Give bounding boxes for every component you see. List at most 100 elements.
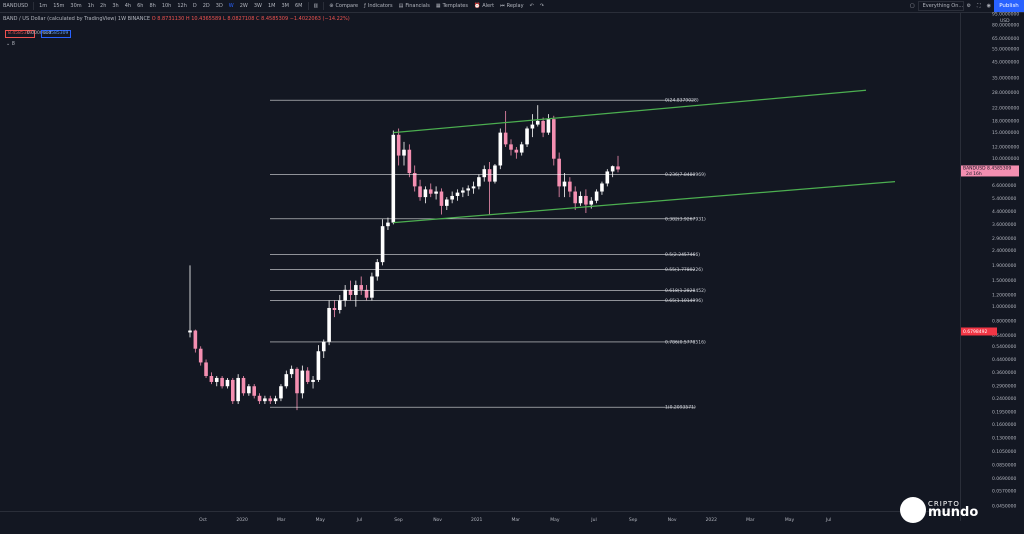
interval-30m[interactable]: 30m xyxy=(70,3,82,9)
financials-icon: ▤ xyxy=(398,3,404,9)
candle-body xyxy=(557,158,561,187)
watermark-top: CRIPTO xyxy=(928,500,960,508)
time-axis[interactable] xyxy=(0,511,960,534)
interval-1mo[interactable]: 1M xyxy=(268,3,276,9)
interval-1h[interactable]: 1h xyxy=(87,3,95,9)
candle-body xyxy=(525,128,529,145)
y-tick-label: 95.0000000 xyxy=(992,12,1019,18)
y-tick-label: 1.9000000 xyxy=(992,263,1016,269)
interval-3d[interactable]: 3D xyxy=(215,3,223,9)
candle-body xyxy=(214,377,219,382)
x-tick-label: May xyxy=(785,517,795,523)
price-axis[interactable] xyxy=(960,12,1024,521)
candle-body xyxy=(311,379,315,382)
x-tick-label: Mar xyxy=(512,517,521,523)
price-pill-left: 8.4585309 xyxy=(5,30,36,38)
candle-body xyxy=(605,171,610,184)
candle-body xyxy=(455,192,460,196)
templates-button[interactable]: ▦ Templates xyxy=(433,3,471,9)
candle-body xyxy=(252,386,256,396)
legend-title[interactable]: BAND / US Dollar (calculated by TradingV… xyxy=(3,16,151,22)
interval-8h[interactable]: 8h xyxy=(149,3,156,9)
settings-button[interactable]: ⚙ xyxy=(964,3,974,9)
templates-label: Templates xyxy=(442,3,468,9)
redo-icon: ↷ xyxy=(539,3,544,9)
interval-2h[interactable]: 2h xyxy=(100,3,107,9)
top-toolbar: BANDUSD 1m 15m 30m 1h 2h 3h 4h 6h 8h 10h… xyxy=(0,0,1024,13)
interval-10h[interactable]: 10h xyxy=(161,3,172,9)
y-axis-unit: USD xyxy=(1000,18,1010,24)
candle-body xyxy=(268,398,273,402)
interval-6mo[interactable]: 6M xyxy=(295,3,303,9)
interval-2w[interactable]: 2W xyxy=(239,3,248,9)
y-tick-label: 0.4400000 xyxy=(992,357,1016,363)
fib-level-label: 0.65(1.1014996) xyxy=(665,298,703,304)
candle-body xyxy=(220,377,224,387)
collapse-legend-button[interactable]: ⌄ 8 xyxy=(6,41,15,47)
candle-body xyxy=(236,377,240,402)
publish-button[interactable]: Publish xyxy=(994,0,1024,12)
y-tick-label: 0.0690000 xyxy=(992,476,1016,482)
replay-button[interactable]: ⏮ Replay xyxy=(497,3,526,9)
y-tick-label: 1.5000000 xyxy=(992,278,1016,284)
interval-d[interactable]: D xyxy=(192,3,197,9)
globe-icon xyxy=(900,497,926,523)
fib-level-label: 0.618(1.2828452) xyxy=(665,288,706,294)
undo-button[interactable]: ↶ xyxy=(527,3,537,9)
interval-3w[interactable]: 3W xyxy=(253,3,262,9)
interval-4h[interactable]: 4h xyxy=(124,3,132,9)
candle-body xyxy=(535,120,540,125)
x-tick-label: Nov xyxy=(668,517,677,523)
candle-body xyxy=(338,300,342,310)
candle-body xyxy=(295,368,299,394)
fib-level-label: 1(0.2093571) xyxy=(665,405,696,411)
alert-button[interactable]: ⏰ Alert xyxy=(471,3,497,9)
x-tick-label: Sep xyxy=(394,517,403,523)
candle-body xyxy=(439,191,444,206)
candle-body xyxy=(188,330,192,333)
snapshot-button[interactable]: ◉ xyxy=(984,3,994,9)
interval-1m[interactable]: 1m xyxy=(39,3,48,9)
candle-body xyxy=(600,183,604,192)
interval-3h[interactable]: 3h xyxy=(112,3,119,9)
undo-icon: ↶ xyxy=(529,3,534,9)
candle-body xyxy=(552,119,556,159)
candle-body xyxy=(530,124,535,129)
candle-body xyxy=(225,379,230,387)
candle-body xyxy=(327,307,331,342)
x-tick-label: 2022 xyxy=(706,517,718,523)
fullscreen-button[interactable]: ⛶ xyxy=(974,3,984,9)
alert-level-marker xyxy=(961,327,997,336)
quick-search-input[interactable]: Everything On... xyxy=(917,1,964,11)
compare-button[interactable]: ⊕ Compare xyxy=(326,3,361,9)
chevron-down-icon: ⌄ xyxy=(6,41,11,47)
candle-body xyxy=(343,289,347,301)
interval-2d[interactable]: 2D xyxy=(202,3,210,9)
fib-level-label: 0.5(2.2457466) xyxy=(665,252,700,258)
y-tick-label: 1.2000000 xyxy=(992,292,1016,298)
candle-body xyxy=(359,285,363,290)
interval-6h[interactable]: 6h xyxy=(137,3,144,9)
redo-button[interactable]: ↷ xyxy=(537,3,547,9)
symbol-search[interactable]: BANDUSD xyxy=(3,3,29,9)
indicators-button[interactable]: ƒ Indicators xyxy=(361,3,395,9)
candle-body xyxy=(519,144,524,153)
layout-button[interactable]: ▢ xyxy=(907,3,918,9)
financials-button[interactable]: ▤ Financials xyxy=(396,3,433,9)
interval-w[interactable]: W xyxy=(228,3,234,9)
chart-type-button[interactable]: ▥ xyxy=(311,3,322,9)
interval-15m[interactable]: 15m xyxy=(53,3,65,9)
interval-3mo[interactable]: 3M xyxy=(281,3,290,9)
candle-body xyxy=(418,186,422,198)
candle-body xyxy=(562,181,567,187)
candle-body xyxy=(279,386,283,399)
y-tick-label: 2.9000000 xyxy=(992,236,1016,242)
y-tick-label: 4.4000000 xyxy=(992,209,1016,215)
candle-body xyxy=(289,368,294,375)
candle-body xyxy=(263,398,267,402)
interval-12h[interactable]: 12h xyxy=(177,3,187,9)
candle-body xyxy=(509,144,513,150)
y-tick-label: 0.1050000 xyxy=(992,449,1016,455)
last-price-label: BANDUSD 8.4585309 xyxy=(963,165,1012,171)
